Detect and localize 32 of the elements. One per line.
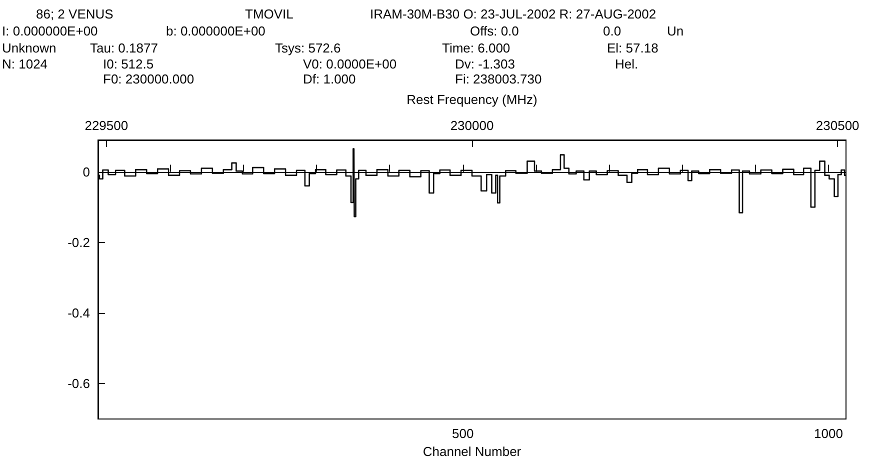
text: Tau: 0.1877: [90, 40, 158, 56]
x2-tick-label: 229500: [84, 118, 128, 133]
text: Unknown: [2, 40, 56, 56]
y-tick-label: 0: [82, 164, 90, 180]
x-tick-label: 1000: [814, 426, 843, 441]
text: Time: 6.000: [442, 40, 510, 56]
x2-axis-title: Rest Frequency (MHz): [406, 92, 538, 107]
text: I0: 512.5: [103, 56, 154, 72]
text: Hel.: [615, 56, 638, 72]
y-tick-label: -0.6: [68, 376, 90, 392]
text: 0.0: [603, 24, 622, 38]
text: 86; 2 VENUS: [36, 6, 114, 22]
text: Offs: 0.0: [470, 24, 519, 38]
y-tick-label: -0.2: [68, 234, 90, 250]
text: Dv: -1.303: [455, 56, 515, 72]
x-axis-title: Channel Number: [422, 444, 522, 459]
x2-tick-label: 230500: [816, 118, 860, 133]
text: V0: 0.0000E+00: [303, 56, 397, 72]
text: Tsys: 572.6: [275, 40, 341, 56]
text: TMOVIL: [245, 6, 294, 22]
x2-tick-label: 230000: [450, 118, 494, 133]
x-tick-label: 500: [452, 426, 474, 441]
text: Df: 1.000: [303, 72, 356, 86]
y-tick-label: -0.4: [68, 306, 90, 321]
text: Fi: 238003.730: [455, 72, 542, 86]
text: I: 0.000000E+00: [2, 24, 98, 38]
text: El: 57.18: [607, 40, 658, 56]
text: Un: [667, 24, 684, 38]
text: b: 0.000000E+00: [166, 24, 266, 38]
text: IRAM-30M-B30 O: 23-JUL-2002 R: 27-AUG-2002: [370, 6, 656, 22]
text: N: 1024: [2, 56, 48, 72]
text: F0: 230000.000: [103, 72, 194, 86]
